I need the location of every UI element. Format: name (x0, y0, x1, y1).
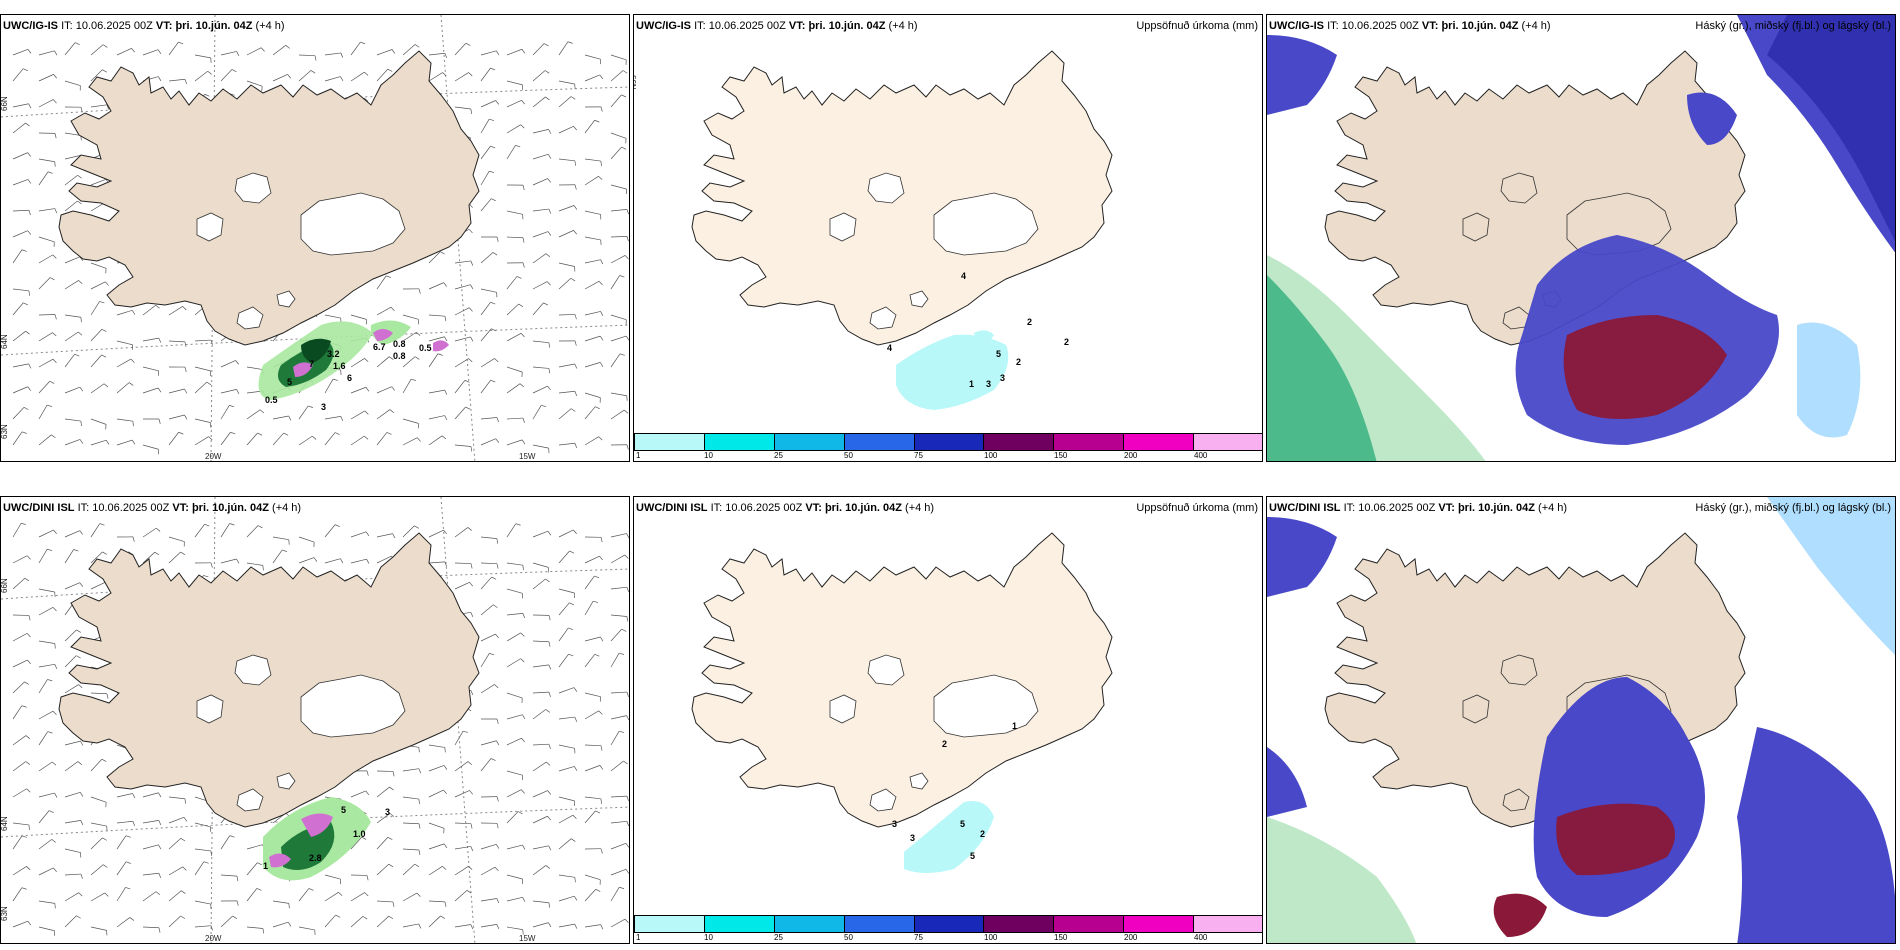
precip-map-panel-top: UWC/IG-IS IT: 10.06.2025 00Z VT: þri. 10… (633, 14, 1263, 462)
wind-map-panel-bottom: UWC/DINI ISL IT: 10.06.2025 00Z VT: þri.… (0, 496, 630, 944)
colorbar-ticks: 1 10 25 50 75 100 150 200 400 (636, 451, 1208, 460)
svg-text:3: 3 (910, 833, 915, 843)
colorbar-ticks: 1 10 25 50 75 100 150 200 400 (636, 933, 1208, 942)
svg-text:4: 4 (887, 343, 892, 353)
panel-header: UWC/IG-IS IT: 10.06.2025 00Z VT: þri. 10… (636, 20, 918, 32)
svg-text:2: 2 (942, 739, 947, 749)
svg-text:66N: 66N (634, 75, 637, 90)
precip-blobs (258, 320, 449, 400)
panel-header: UWC/IG-IS IT: 10.06.2025 00Z VT: þri. 10… (3, 20, 285, 32)
precip-title: Uppsöfnuð úrkoma (mm) (1136, 502, 1258, 514)
svg-text:2: 2 (1027, 317, 1032, 327)
svg-text:0.8: 0.8 (393, 339, 406, 349)
precip-map-svg: 1 2 3 3 5 2 5 (691, 532, 1113, 873)
colorbar-swatch (774, 434, 845, 450)
colorbar-swatch (1194, 434, 1262, 450)
svg-text:1.0: 1.0 (353, 829, 366, 839)
precip-map-svg: 4 4 2 2 5 2 3 3 1 66N (634, 50, 1113, 410)
svg-text:0.8: 0.8 (393, 351, 406, 361)
svg-text:3: 3 (385, 807, 390, 817)
svg-text:2.8: 2.8 (309, 853, 322, 863)
colorbar-swatch (635, 434, 705, 450)
wind-map-panel-top: UWC/IG-IS IT: 10.06.2025 00Z VT: þri. 10… (0, 14, 630, 462)
svg-text:5: 5 (960, 819, 965, 829)
lon-label-15: 15W (519, 452, 536, 461)
svg-text:3.2: 3.2 (327, 349, 340, 359)
svg-text:7: 7 (309, 359, 314, 369)
lat-label-64: 64N (1, 334, 9, 349)
wind-map-svg: 1 2.8 1.0 5 3 66N 64N 63N 20W 15W (1, 497, 629, 943)
svg-text:5: 5 (287, 377, 292, 387)
precip-area (896, 334, 1009, 410)
colorbar-swatch (914, 434, 985, 450)
cloud-title: Háský (gr.), miðský (fj.bl.) og lágský (… (1695, 20, 1891, 32)
precip-title: Uppsöfnuð úrkoma (mm) (1136, 20, 1258, 32)
cloud-title: Háský (gr.), miðský (fj.bl.) og lágský (… (1695, 502, 1891, 514)
svg-text:2: 2 (980, 829, 985, 839)
svg-text:3: 3 (892, 819, 897, 829)
colorbar-swatch (704, 434, 775, 450)
panel-header: UWC/DINI ISL IT: 10.06.2025 00Z VT: þri.… (1269, 502, 1568, 514)
svg-text:2: 2 (1016, 357, 1021, 367)
svg-text:3: 3 (1000, 373, 1005, 383)
svg-text:4: 4 (961, 271, 966, 281)
svg-text:3: 3 (986, 379, 991, 389)
cloud-map-svg (1267, 15, 1895, 461)
colorbar-swatch (1124, 434, 1195, 450)
svg-text:66N: 66N (1, 578, 9, 593)
lon-label-20: 20W (205, 452, 222, 461)
colorbar-swatch (1054, 434, 1125, 450)
panel-header: UWC/DINI ISL IT: 10.06.2025 00Z VT: þri.… (3, 502, 302, 514)
panel-header: UWC/IG-IS IT: 10.06.2025 00Z VT: þri. 10… (1269, 20, 1551, 32)
colorbar (634, 433, 1262, 451)
svg-text:5: 5 (341, 805, 346, 815)
svg-text:3: 3 (321, 402, 326, 412)
colorbar-swatch (844, 434, 915, 450)
svg-text:15W: 15W (519, 934, 536, 943)
svg-text:2: 2 (1064, 337, 1069, 347)
lat-label-63: 63N (1, 424, 9, 439)
svg-text:5: 5 (970, 851, 975, 861)
wind-map-svg: 0.5 3 6.7 0.8 0.8 0.5 5 3.2 7 1.6 6 66N … (1, 15, 629, 461)
svg-text:20W: 20W (205, 934, 222, 943)
lat-label-66: 66N (1, 96, 9, 111)
svg-text:6.7: 6.7 (373, 342, 386, 352)
svg-text:1.6: 1.6 (333, 361, 346, 371)
iceland-land (58, 50, 480, 346)
cloud-map-panel-top: UWC/IG-IS IT: 10.06.2025 00Z VT: þri. 10… (1266, 14, 1896, 462)
svg-text:1: 1 (263, 861, 268, 871)
svg-text:63N: 63N (1, 906, 9, 921)
svg-text:0.5: 0.5 (419, 343, 432, 353)
colorbar (634, 915, 1262, 933)
svg-text:5: 5 (996, 349, 1001, 359)
contour-labels: 0.5 3 6.7 0.8 0.8 0.5 5 3.2 7 1.6 6 (265, 339, 432, 412)
svg-text:1: 1 (969, 379, 974, 389)
low-cloud-area (1563, 315, 1727, 419)
svg-text:0.5: 0.5 (265, 395, 278, 405)
svg-text:6: 6 (347, 373, 352, 383)
colorbar-swatch (984, 434, 1055, 450)
svg-text:64N: 64N (1, 816, 9, 831)
cloud-map-svg (1267, 497, 1895, 943)
panel-header: UWC/DINI ISL IT: 10.06.2025 00Z VT: þri.… (636, 502, 935, 514)
precip-map-panel-bottom: UWC/DINI ISL IT: 10.06.2025 00Z VT: þri.… (633, 496, 1263, 944)
svg-text:1: 1 (1012, 721, 1017, 731)
cloud-map-panel-bottom: UWC/DINI ISL IT: 10.06.2025 00Z VT: þri.… (1266, 496, 1896, 944)
